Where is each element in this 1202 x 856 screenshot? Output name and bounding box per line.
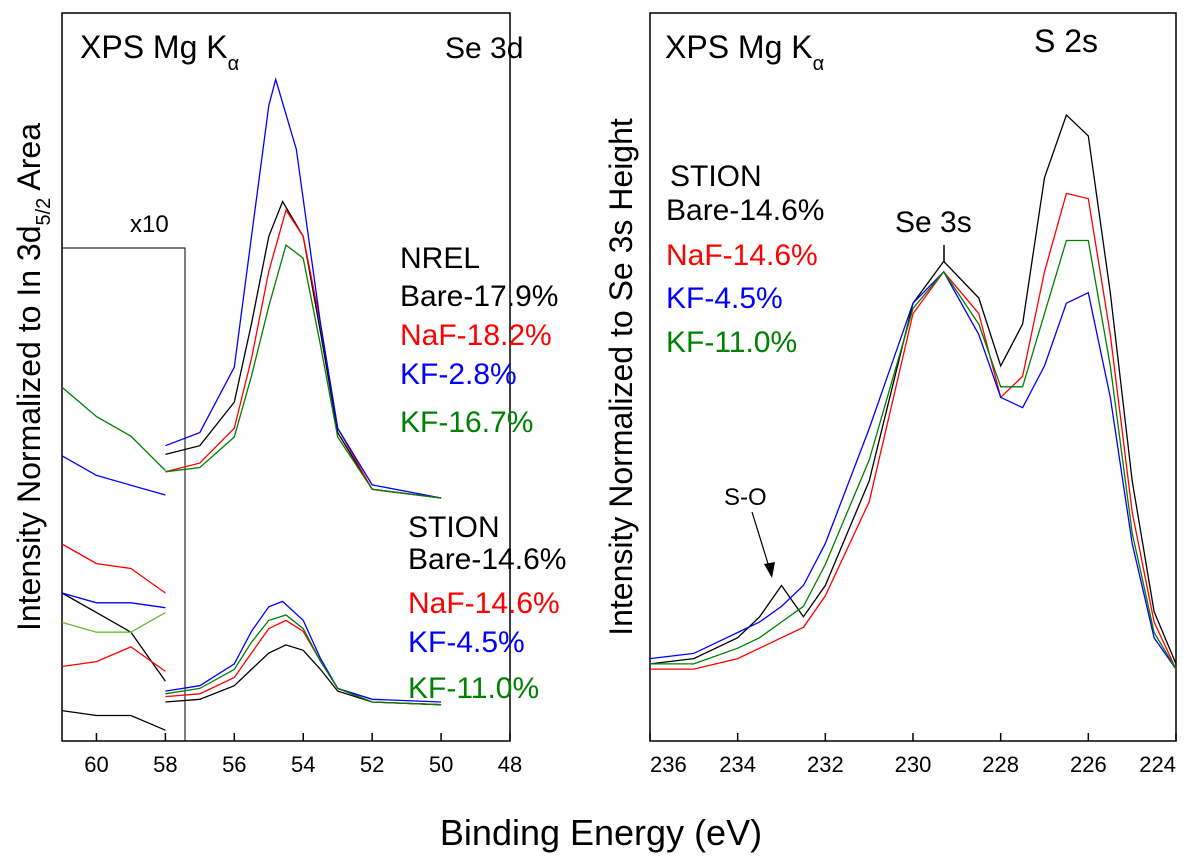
x-tick-label: 234 [719, 752, 756, 777]
x-tick-label: 48 [498, 752, 522, 777]
x-tick-label: 224 [1139, 752, 1176, 777]
right-plot-frame [649, 12, 1177, 742]
so-arrowhead [764, 562, 775, 578]
stion-legend-right: STION Bare-14.6% NaF-14.6% KF-4.5% KF-11… [666, 160, 824, 359]
x-tick-label: 236 [650, 752, 687, 777]
nrel-legend-entry: KF-2.8% [400, 358, 517, 391]
x-tick-label: 58 [153, 752, 177, 777]
left-panel-title: Se 3d [445, 32, 523, 65]
left-y-axis-label: Intensity Normalized to In 3d5/2 Area [11, 123, 55, 631]
left-source-subscript: α [228, 53, 240, 75]
so-arrow-line [751, 511, 771, 571]
inset-line [61, 386, 166, 471]
spectrum-line [165, 600, 442, 703]
spectrum-line [165, 200, 442, 499]
x-tick-label: 50 [429, 752, 453, 777]
x-tick-label: 56 [222, 752, 246, 777]
inset-line [61, 612, 166, 633]
stion-legend-title: STION [408, 511, 500, 544]
nrel-legend-entry: NaF-18.2% [400, 319, 552, 352]
left-x-axis-ticks: 60 58 56 54 52 50 48 [84, 733, 522, 777]
inset-line [61, 543, 166, 594]
stion-legend-entry: KF-4.5% [666, 282, 783, 315]
x-tick-label: 230 [895, 752, 932, 777]
left-ylabel-subscript: 5/2 [33, 198, 55, 226]
left-ylabel-text: Intensity Normalized to In 3d [11, 226, 47, 632]
stion-legend-left: STION Bare-14.6% NaF-14.6% KF-4.5% KF-11… [408, 511, 566, 705]
stion-legend-entry: KF-11.0% [408, 672, 539, 705]
spectrum-line [165, 76, 442, 499]
left-panel: x10 60 58 56 54 52 50 48 XPS Mg Kα Se 3d Inten… [11, 12, 566, 777]
right-x-axis-ticks: 236 234 232 230 228 226 224 [649, 733, 1177, 777]
nrel-legend-entry: Bare-17.9% [400, 280, 558, 313]
stion-legend-entry: Bare-14.6% [666, 194, 824, 227]
nrel-legend-entry: KF-16.7% [400, 406, 533, 439]
spectrum-line [649, 113, 1177, 665]
spectrum-line [165, 208, 442, 499]
right-source-label: XPS Mg Kα [665, 29, 824, 75]
spectrum-line [165, 644, 442, 706]
x-tick-label: 54 [291, 752, 315, 777]
spectrum-line [165, 619, 442, 706]
se3s-annotation: Se 3s [895, 206, 972, 239]
left-source-label: XPS Mg Kα [80, 29, 239, 75]
inset-line [61, 709, 166, 731]
spectrum-line [165, 244, 442, 499]
stion-legend-entry: KF-4.5% [408, 626, 525, 659]
inset-line [61, 646, 166, 672]
x-tick-label: 226 [1070, 752, 1107, 777]
inset-line [61, 592, 166, 609]
left-ylabel-suffix: Area [11, 123, 47, 198]
spectrum-line [650, 239, 1177, 670]
right-curves [649, 113, 1177, 670]
stion-legend-entry: NaF-14.6% [666, 239, 818, 272]
stion-legend-entry: KF-11.0% [666, 326, 797, 359]
right-panel: 236 234 232 230 228 226 224 XPS Mg Kα S 2s Int… [603, 12, 1177, 777]
x-tick-label: 52 [360, 752, 384, 777]
inset-line [61, 592, 166, 682]
right-source-subscript: α [813, 53, 825, 75]
right-source-text: XPS Mg K [665, 29, 813, 65]
inset-frame [61, 247, 186, 742]
right-y-axis-label: Intensity Normalized to Se 3s Height [603, 118, 639, 636]
spectrum-line [649, 270, 1177, 670]
x-tick-label: 232 [807, 752, 844, 777]
so-annotation: S-O [724, 484, 767, 511]
x-tick-label: 228 [982, 752, 1019, 777]
stion-legend-entry: Bare-14.6% [408, 543, 566, 576]
nrel-legend-title: NREL [400, 242, 480, 275]
inset-scale-label: x10 [130, 211, 169, 238]
spectrum-line [165, 614, 442, 706]
x-axis-label: Binding Energy (eV) [440, 812, 762, 853]
left-curves [61, 76, 442, 731]
inset-line [61, 455, 166, 496]
stion-legend-entry: NaF-14.6% [408, 587, 560, 620]
spectrum-line [650, 192, 1177, 670]
left-source-text: XPS Mg K [80, 29, 228, 65]
x-tick-label: 60 [84, 752, 108, 777]
right-panel-title: S 2s [1034, 23, 1098, 59]
nrel-legend: NREL Bare-17.9% NaF-18.2% KF-2.8% KF-16.… [400, 242, 558, 439]
stion-legend-title: STION [670, 160, 762, 193]
